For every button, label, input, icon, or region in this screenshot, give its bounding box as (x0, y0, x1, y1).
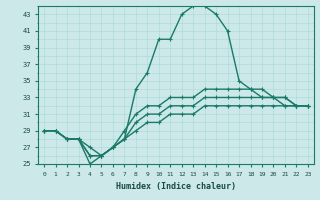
X-axis label: Humidex (Indice chaleur): Humidex (Indice chaleur) (116, 182, 236, 191)
